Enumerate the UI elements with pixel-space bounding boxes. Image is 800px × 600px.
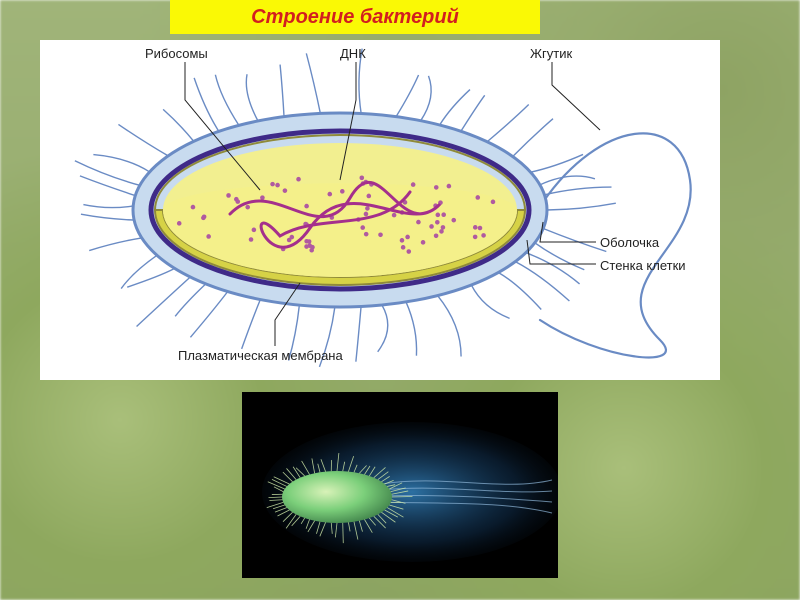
label-flagellum: Жгутик [530, 46, 572, 61]
label-capsule: Оболочка [600, 235, 659, 250]
bacteria-photo [242, 392, 558, 578]
diagram-svg [40, 40, 720, 380]
label-dna: ДНК [340, 46, 366, 61]
photo-svg [242, 392, 558, 578]
label-ribosomes: Рибосомы [145, 46, 208, 61]
bacteria-structure-diagram: Рибосомы ДНК Жгутик Оболочка Стенка клет… [40, 40, 720, 380]
label-cellwall: Стенка клетки [600, 258, 686, 273]
label-membrane: Плазматическая мембрана [178, 348, 343, 363]
page-title: Строение бактерий [170, 0, 540, 34]
